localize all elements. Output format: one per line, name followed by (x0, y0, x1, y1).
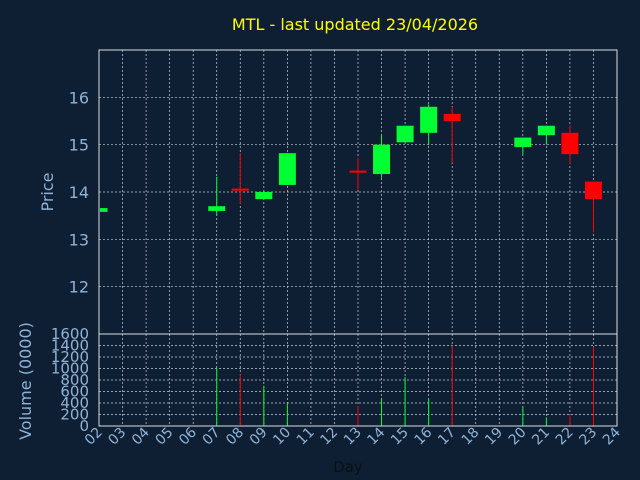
price-tick-label: 16 (69, 88, 89, 107)
x-tick-label: 06 (176, 424, 200, 448)
candle-body (278, 153, 296, 185)
x-tick-label: 24 (600, 424, 624, 448)
x-tick-label: 20 (506, 425, 530, 449)
volume-tick-label: 1400 (51, 337, 89, 355)
x-tick-label: 14 (364, 424, 388, 448)
volume-bars (216, 345, 594, 426)
x-tick-label: 22 (553, 425, 577, 449)
x-tick-label: 13 (341, 425, 365, 449)
candle-body (231, 188, 249, 191)
candle-body (349, 170, 367, 173)
x-tick-label: 12 (317, 425, 341, 449)
x-tick-label: 15 (388, 425, 412, 449)
volume-axis-label: Volume (0000) (16, 322, 35, 440)
x-tick-label: 16 (412, 424, 436, 448)
volume-tick-label: 1600 (51, 325, 89, 343)
x-tick-label: 23 (576, 425, 600, 449)
price-tick-label: 12 (69, 278, 89, 297)
candle-body (255, 192, 273, 200)
price-tick-label: 14 (69, 183, 89, 202)
price-tick-label: 13 (69, 230, 89, 249)
price-axis-label: Price (38, 172, 57, 211)
candle-body (100, 208, 108, 212)
chart-title: MTL - last updated 23/04/2026 (232, 15, 478, 34)
volume-tick-label: 0 (79, 417, 89, 435)
x-tick-label: 18 (459, 425, 483, 449)
candle-body (420, 106, 438, 133)
x-tick-label: 19 (482, 425, 506, 449)
price-y-ticks: 12 13 14 15 16 (69, 88, 89, 296)
x-tick-label: 04 (129, 424, 153, 448)
candle-body (537, 125, 555, 136)
volume-tick-label: 1000 (51, 360, 89, 378)
volume-panel-frame (98, 333, 618, 427)
candle-body (514, 137, 532, 148)
candles (98, 104, 602, 233)
candle-body (208, 206, 226, 211)
x-tick-label: 08 (223, 425, 247, 449)
x-ticks: 02 03 04 05 06 07 08 09 10 11 12 13 14 15 16 17 18 19 20 21… (82, 424, 624, 448)
x-tick-label: 10 (270, 425, 294, 449)
volume-tick-label: 200 (60, 406, 89, 424)
candle-body (584, 181, 602, 200)
price-tick-label: 15 (69, 136, 89, 155)
price-grid (99, 50, 617, 334)
volume-tick-label: 800 (60, 371, 89, 389)
x-axis-label: Day (333, 458, 363, 476)
candle-body (373, 144, 391, 175)
candle-body (443, 113, 461, 121)
volume-tick-label: 600 (60, 383, 89, 401)
candle-body (561, 132, 579, 155)
x-tick-label: 17 (435, 425, 459, 449)
x-tick-label: 03 (105, 425, 129, 449)
x-tick-label: 09 (247, 425, 271, 449)
volume-tick-label: 1200 (51, 348, 89, 366)
x-tick-label: 07 (200, 425, 224, 449)
candle-body (396, 125, 414, 143)
x-tick-label: 05 (153, 425, 177, 449)
volume-tick-label: 400 (60, 394, 89, 412)
x-tick-label: 21 (529, 425, 553, 449)
x-tick-label: 11 (294, 425, 318, 449)
